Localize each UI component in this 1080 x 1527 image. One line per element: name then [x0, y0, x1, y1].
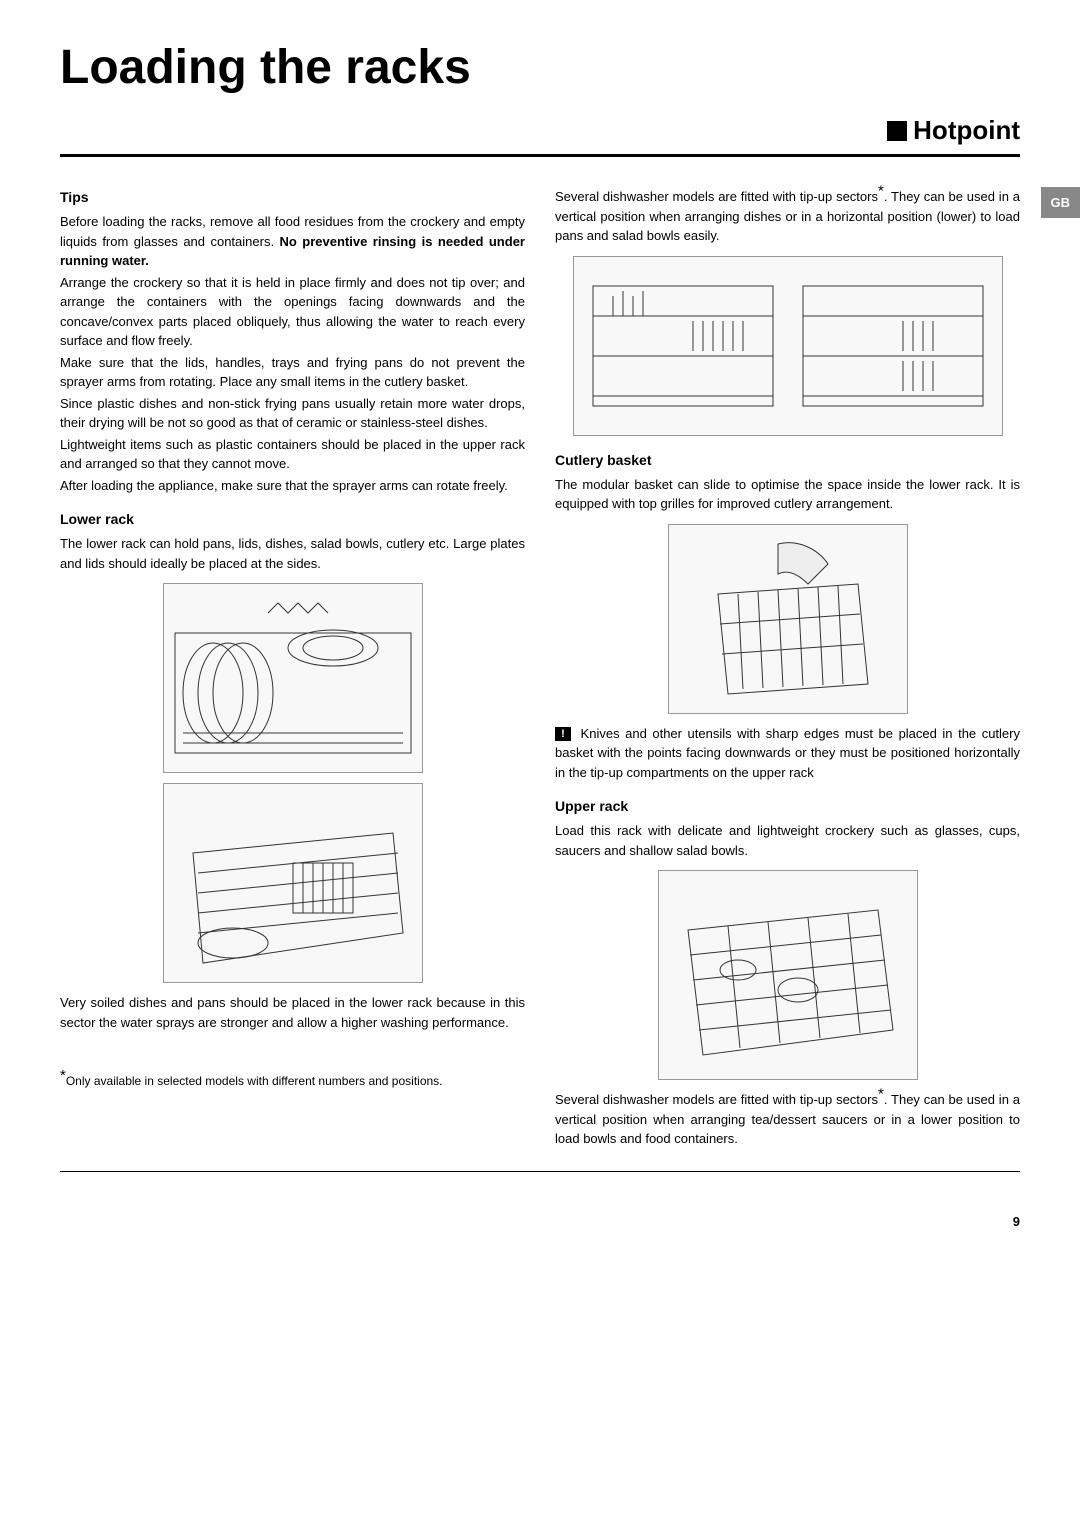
right-column: Several dishwasher models are fitted wit…: [555, 187, 1020, 1151]
left-column: Tips Before loading the racks, remove al…: [60, 187, 525, 1151]
tips-paragraph-2: Arrange the crockery so that it is held …: [60, 273, 525, 351]
cutlery-heading: Cutlery basket: [555, 450, 1020, 471]
cutlery-basket-image: [668, 524, 908, 714]
lower-rack-p2: Very soiled dishes and pans should be pl…: [60, 993, 525, 1032]
intro-paragraph: Several dishwasher models are fitted wit…: [555, 187, 1020, 246]
lower-rack-p1: The lower rack can hold pans, lids, dish…: [60, 534, 525, 573]
footnote-text: Only available in selected models with d…: [66, 1074, 443, 1088]
page-title: Loading the racks: [60, 40, 1020, 95]
header-divider: [60, 154, 1020, 157]
tips-heading: Tips: [60, 187, 525, 208]
brand-logo: Hotpoint: [887, 115, 1020, 146]
footnote: *Only available in selected models with …: [60, 1072, 525, 1090]
brand-text: Hotpoint: [913, 115, 1020, 146]
tipup-sectors-image: [573, 256, 1003, 436]
lower-rack-image-2: [163, 783, 423, 983]
brand-icon: [887, 121, 907, 141]
brand-row: Hotpoint: [60, 115, 1020, 146]
lower-rack-heading: Lower rack: [60, 509, 525, 530]
cutlery-p1: The modular basket can slide to optimise…: [555, 475, 1020, 514]
lower-rack-image-1: [163, 583, 423, 773]
tips-paragraph-4: Since plastic dishes and non-stick fryin…: [60, 394, 525, 433]
tips-paragraph-1: Before loading the racks, remove all foo…: [60, 212, 525, 271]
footer-divider: [60, 1171, 1020, 1172]
language-tab: GB: [1041, 187, 1080, 218]
intro-p1a: Several dishwasher models are fitted wit…: [555, 189, 878, 204]
page-number: 9: [0, 1214, 1080, 1229]
cutlery-warning: ! Knives and other utensils with sharp e…: [555, 724, 1020, 783]
upper-rack-heading: Upper rack: [555, 796, 1020, 817]
upper-rack-p1: Load this rack with delicate and lightwe…: [555, 821, 1020, 860]
upper-rack-image: [658, 870, 918, 1080]
tips-paragraph-6: After loading the appliance, make sure t…: [60, 476, 525, 496]
upper-rack-p2: Several dishwasher models are fitted wit…: [555, 1090, 1020, 1149]
warning-icon: !: [555, 727, 571, 741]
tips-paragraph-5: Lightweight items such as plastic contai…: [60, 435, 525, 474]
page-container: Loading the racks Hotpoint GB Tips Befor…: [0, 0, 1080, 1202]
tips-paragraph-3: Make sure that the lids, handles, trays …: [60, 353, 525, 392]
cutlery-warn-text: Knives and other utensils with sharp edg…: [555, 726, 1020, 780]
content-columns: GB Tips Before loading the racks, remove…: [60, 187, 1020, 1151]
upper-p2a: Several dishwasher models are fitted wit…: [555, 1092, 878, 1107]
